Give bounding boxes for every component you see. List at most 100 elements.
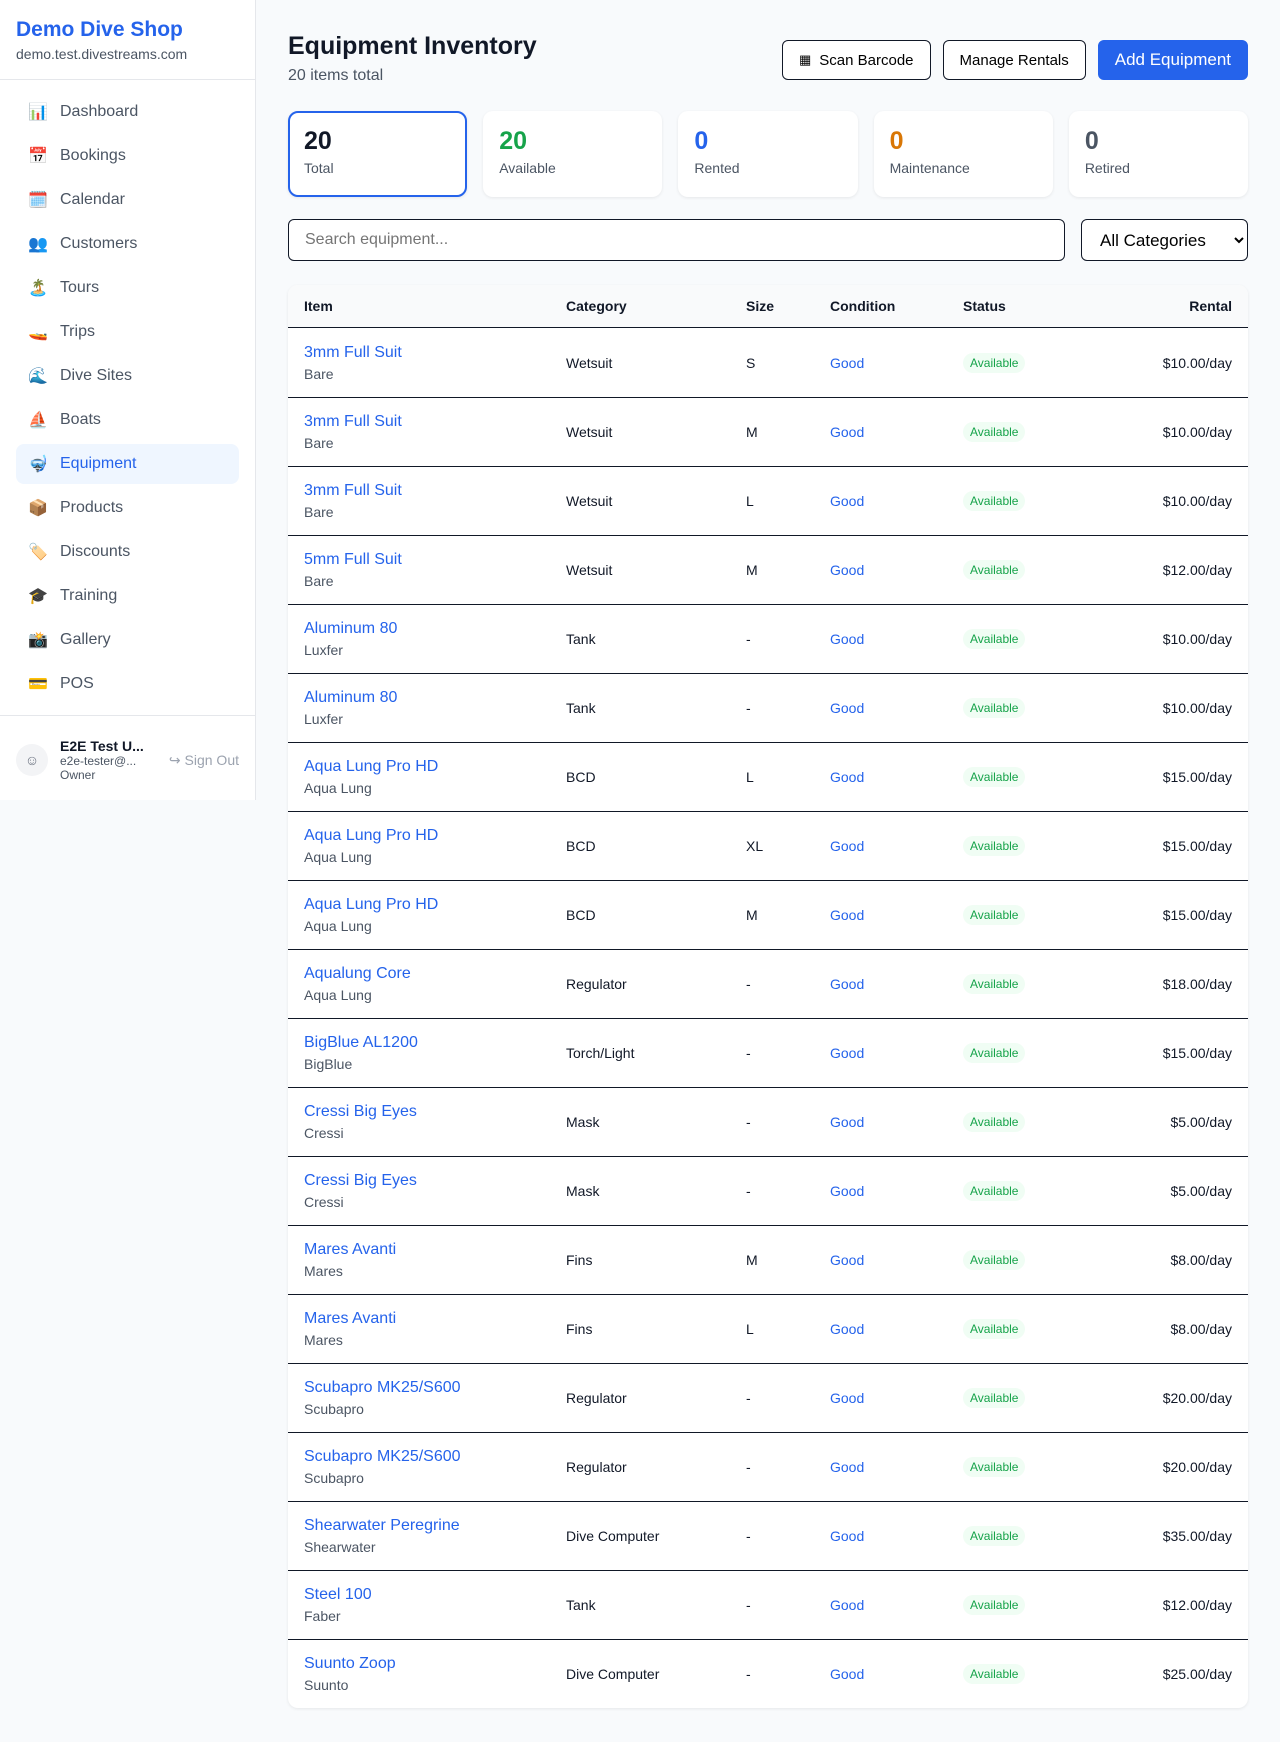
item-name-link[interactable]: Scubapro MK25/S600 [304, 1448, 461, 1465]
size-cell: - [746, 1114, 751, 1130]
item-brand: BigBlue [304, 1056, 353, 1072]
table-row[interactable]: 3mm Full Suit Bare Wetsuit L Good Available $1… [288, 466, 1248, 535]
item-name-link[interactable]: 3mm Full Suit [304, 482, 402, 499]
sign-out-button[interactable]: ↪ Sign Out [169, 752, 239, 769]
sidebar-item-products[interactable]: 📦 Products [16, 488, 239, 528]
condition-cell: Good [830, 907, 865, 923]
condition-cell: Good [830, 1597, 865, 1613]
table-row[interactable]: Scubapro MK25/S600 Scubapro Regulator - Good… [288, 1363, 1248, 1432]
sidebar-item-dashboard[interactable]: 📊 Dashboard [16, 92, 239, 132]
search-input[interactable] [288, 219, 1065, 261]
category-select[interactable]: All Categories [1081, 219, 1248, 261]
category-cell: Tank [566, 631, 596, 647]
sidebar-item-trips[interactable]: 🚤 Trips [16, 312, 239, 352]
add-equipment-button[interactable]: Add Equipment [1097, 40, 1248, 80]
rental-cell: $20.00/day [1162, 1390, 1232, 1406]
table-row[interactable]: Aqua Lung Pro HD Aqua Lung BCD L Good Availab… [288, 742, 1248, 811]
table-row[interactable]: Aqualung Core Aqua Lung Regulator - Good Avai… [288, 949, 1248, 1018]
table-row[interactable]: 3mm Full Suit Bare Wetsuit M Good Available $1… [288, 397, 1248, 466]
scan-barcode-button[interactable]: ▦ Scan Barcode [781, 40, 931, 80]
table-row[interactable]: Suunto Zoop Suunto Dive Computer - Good Avail… [288, 1639, 1248, 1708]
page-title: Equipment Inventory [288, 32, 537, 60]
sidebar-item-calendar[interactable]: 🗓️ Calendar [16, 180, 239, 220]
stat-card-total[interactable]: 20 Total [288, 111, 468, 197]
sidebar-item-training[interactable]: 🎓 Training [16, 576, 239, 616]
item-cell: Aluminum 80 Luxfer [288, 689, 566, 727]
item-name-link[interactable]: Scubapro MK25/S600 [304, 1379, 461, 1396]
table-row[interactable]: Mares Avanti Mares Fins M Good Available $8.00… [288, 1225, 1248, 1294]
page-header: Equipment Inventory 20 items total ▦ Scan… [288, 32, 1248, 86]
table-row[interactable]: 5mm Full Suit Bare Wetsuit M Good Available $1… [288, 535, 1248, 604]
item-name-link[interactable]: Cressi Big Eyes [304, 1172, 417, 1189]
item-name-link[interactable]: Aqua Lung Pro HD [304, 827, 439, 844]
sidebar-item-pos[interactable]: 💳 POS [16, 664, 239, 704]
table-row[interactable]: Shearwater Peregrine Shearwater Dive Compu… [288, 1501, 1248, 1570]
column-header[interactable]: Rental [1189, 298, 1232, 314]
sidebar-item-equipment[interactable]: 🤿 Equipment [16, 444, 239, 484]
sign-out-icon: ↪ [168, 751, 181, 768]
shop-domain: demo.test.divestreams.com [16, 46, 188, 62]
item-name-link[interactable]: Mares Avanti [304, 1310, 397, 1327]
condition-cell: Good [830, 354, 865, 371]
item-name-link[interactable]: Steel 100 [304, 1586, 372, 1603]
column-header[interactable]: Item [304, 298, 333, 314]
sidebar-item-label: Equipment [60, 455, 137, 472]
category-cell: BCD [566, 769, 596, 785]
table-row[interactable]: BigBlue AL1200 BigBlue Torch/Light - Good Ava… [288, 1018, 1248, 1087]
item-name-link[interactable]: BigBlue AL1200 [304, 1034, 418, 1051]
column-header[interactable]: Size [746, 298, 775, 314]
item-name-link[interactable]: Aluminum 80 [304, 689, 398, 706]
training-icon: 🎓 [28, 588, 48, 605]
table-row[interactable]: Scubapro MK25/S600 Scubapro Regulator - Good… [288, 1432, 1248, 1501]
column-header[interactable]: Condition [830, 298, 896, 314]
table-row[interactable]: Steel 100 Faber Tank - Good Available $12.00/d… [288, 1570, 1248, 1639]
item-name-link[interactable]: 3mm Full Suit [304, 413, 402, 430]
table-header: Item Category Size Condition Status Rental [288, 285, 1248, 328]
user-avatar-icon: ☺ [16, 744, 48, 776]
item-name-link[interactable]: Aqualung Core [304, 965, 411, 982]
sidebar-item-dive-sites[interactable]: 🌊 Dive Sites [16, 356, 239, 396]
sidebar-item-bookings[interactable]: 📅 Bookings [16, 136, 239, 176]
shop-name[interactable]: Demo Dive Shop [16, 18, 183, 41]
stat-card-maintenance[interactable]: 0 Maintenance [873, 111, 1053, 197]
rental-cell: $15.00/day [1162, 838, 1232, 854]
column-header[interactable]: Category [566, 298, 627, 314]
stat-label: Rented [694, 160, 740, 176]
rental-cell: $20.00/day [1162, 1459, 1232, 1475]
item-name-link[interactable]: Aqua Lung Pro HD [304, 896, 439, 913]
item-name-link[interactable]: Suunto Zoop [304, 1655, 396, 1672]
column-header[interactable]: Status [963, 298, 1006, 314]
table-row[interactable]: 3mm Full Suit Bare Wetsuit S Good Available $1… [288, 328, 1248, 397]
table-row[interactable]: Aqua Lung Pro HD Aqua Lung BCD M Good Availab… [288, 880, 1248, 949]
category-cell: Dive Computer [566, 1528, 660, 1544]
item-name-link[interactable]: Cressi Big Eyes [304, 1103, 417, 1120]
table-row[interactable]: Aluminum 80 Luxfer Tank - Good Available $10.0… [288, 604, 1248, 673]
item-brand: Luxfer [304, 642, 343, 658]
table-row[interactable]: Cressi Big Eyes Cressi Mask - Good Available $… [288, 1156, 1248, 1225]
sidebar-item-discounts[interactable]: 🏷️ Discounts [16, 532, 239, 572]
table-row[interactable]: Aluminum 80 Luxfer Tank - Good Available $10.0… [288, 673, 1248, 742]
sidebar-item-customers[interactable]: 👥 Customers [16, 224, 239, 264]
sidebar-item-tours[interactable]: 🏝️ Tours [16, 268, 239, 308]
item-name-link[interactable]: 5mm Full Suit [304, 551, 402, 568]
stat-card-retired[interactable]: 0 Retired [1068, 111, 1249, 197]
table-row[interactable]: Mares Avanti Mares Fins L Good Available $8.00… [288, 1294, 1248, 1363]
item-name-link[interactable]: Aqua Lung Pro HD [304, 758, 439, 775]
item-name-link[interactable]: Aluminum 80 [304, 620, 398, 637]
condition-cell: Good [830, 1459, 865, 1475]
item-name-link[interactable]: Mares Avanti [304, 1241, 397, 1258]
stats-row: 20 Total 20 Available 0 Rented 0 Maintenance 0 Re… [288, 111, 1249, 197]
sidebar-item-gallery[interactable]: 📸 Gallery [16, 620, 239, 660]
category-cell: Tank [566, 700, 596, 716]
sidebar-item-boats[interactable]: ⛵ Boats [16, 400, 239, 440]
table-row[interactable]: Aqua Lung Pro HD Aqua Lung BCD XL Good Availa… [288, 811, 1248, 880]
item-name-link[interactable]: 3mm Full Suit [304, 343, 402, 361]
size-cell: - [746, 976, 751, 992]
condition-cell: Good [830, 1528, 865, 1544]
item-name-link[interactable]: Shearwater Peregrine [304, 1517, 460, 1534]
manage-rentals-button[interactable]: Manage Rentals [942, 40, 1086, 80]
table-row[interactable]: Cressi Big Eyes Cressi Mask - Good Available $… [288, 1087, 1248, 1156]
stat-card-rented[interactable]: 0 Rented [678, 111, 858, 197]
stat-card-available[interactable]: 20 Available [483, 111, 663, 197]
sidebar-item-label: Trips [60, 323, 95, 340]
